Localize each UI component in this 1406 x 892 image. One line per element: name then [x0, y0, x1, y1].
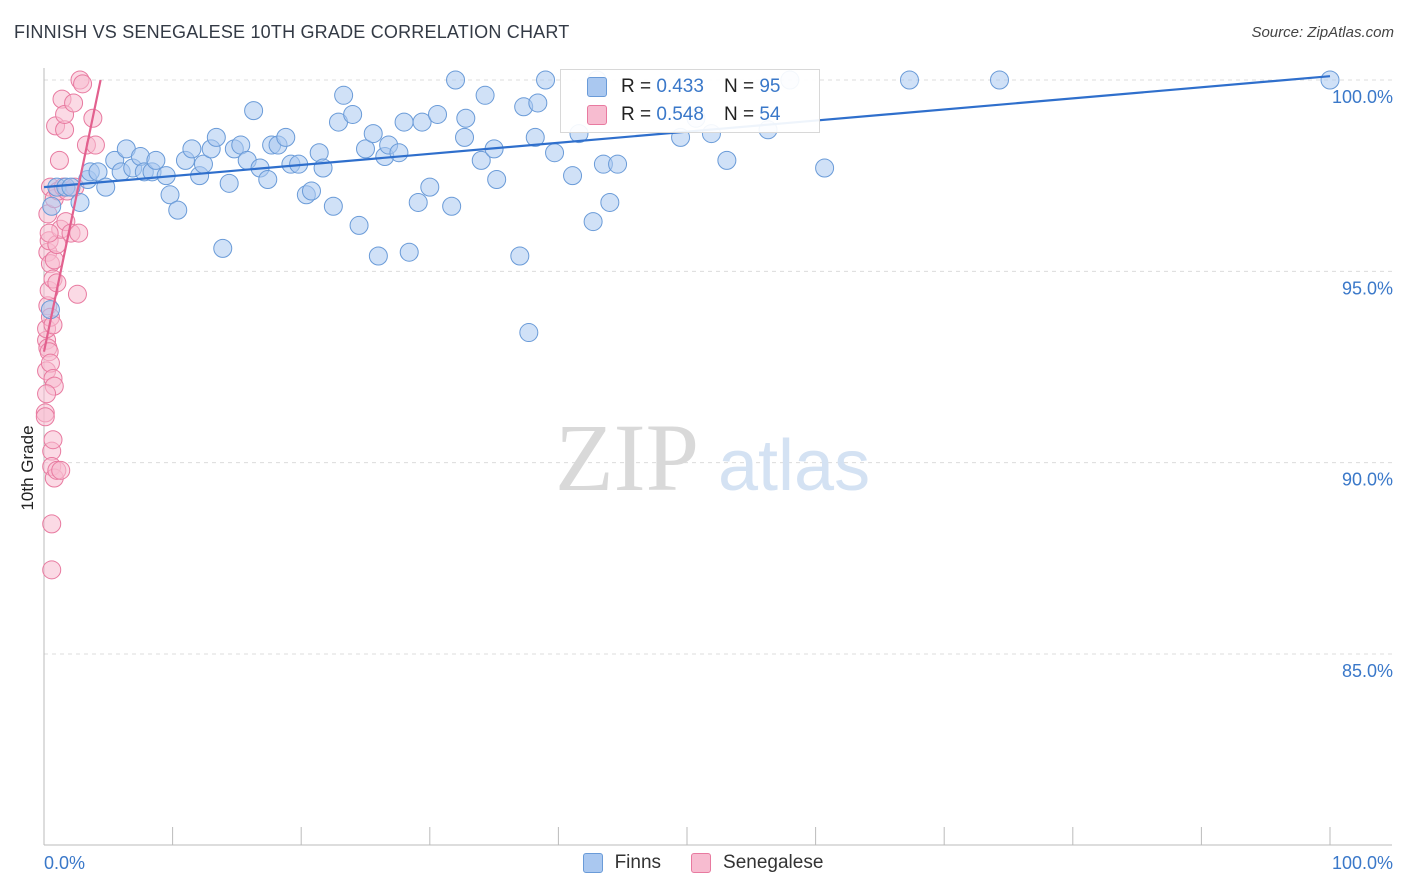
stats-legend-senegalese: R = 0.548 N = 54	[587, 102, 780, 128]
legend-label-senegalese: Senegalese	[723, 852, 824, 873]
senegalese-trend-line	[42, 79, 102, 352]
data-point	[563, 166, 583, 186]
data-point	[528, 93, 548, 113]
chart-title: FINNISH VS SENEGALESE 10TH GRADE CORRELA…	[14, 22, 570, 42]
r-label: R =	[621, 76, 652, 97]
legend-label-finns: Finns	[614, 852, 662, 873]
data-point	[349, 215, 369, 235]
data-point	[42, 560, 62, 580]
data-point	[213, 238, 233, 258]
data-point	[455, 127, 475, 147]
data-point	[88, 162, 108, 182]
y-tick-label: 90.0%	[1342, 470, 1393, 490]
data-point	[525, 127, 545, 147]
data-point	[301, 181, 321, 201]
data-point	[519, 323, 539, 343]
data-point	[51, 460, 71, 480]
data-point	[815, 158, 835, 178]
stats-legend-finns: R = 0.433 N = 95	[587, 74, 780, 100]
data-point	[146, 150, 166, 170]
data-point	[989, 70, 1009, 90]
data-point	[69, 223, 89, 243]
data-point	[73, 74, 93, 94]
data-point	[456, 108, 476, 128]
n-label: N =	[723, 104, 755, 125]
data-point	[182, 139, 202, 159]
data-point	[545, 143, 565, 163]
r-label: R =	[621, 104, 652, 125]
r-value: 0.548	[656, 104, 704, 125]
watermark-atlas: atlas	[718, 426, 870, 506]
data-point	[276, 127, 296, 147]
y-tick-label: 100.0%	[1332, 87, 1393, 107]
data-point	[35, 407, 55, 427]
data-point	[446, 70, 466, 90]
x-tick-label: 0.0%	[44, 853, 85, 873]
tick-labels: 100.0% 95.0% 90.0% 85.0% 0.0% 100.0%	[44, 87, 1393, 873]
data-point	[61, 177, 81, 197]
finns-legend-swatch	[582, 853, 603, 873]
data-point	[160, 185, 180, 205]
data-point	[412, 112, 432, 132]
data-point	[356, 139, 375, 159]
data-point	[49, 150, 69, 170]
data-point	[258, 169, 278, 189]
data-point	[899, 70, 919, 90]
data-point	[363, 124, 383, 144]
data-point	[475, 85, 495, 105]
data-point	[219, 173, 239, 193]
data-point	[37, 384, 57, 404]
data-point	[67, 284, 87, 304]
finns-points	[40, 70, 1340, 343]
n-label: N =	[723, 76, 755, 97]
y-axis-label: 10th Grade	[18, 425, 37, 511]
data-point	[323, 196, 343, 216]
senegalese-legend-swatch	[691, 853, 712, 873]
data-point	[64, 93, 84, 113]
data-point	[244, 101, 264, 121]
data-point	[487, 169, 507, 189]
senegalese-swatch	[587, 105, 607, 125]
stats-legend: R = 0.433 N = 95 R = 0.548 N = 54	[560, 69, 820, 133]
n-value: 95	[759, 76, 781, 97]
data-point	[343, 104, 363, 124]
watermark-zip: ZIP	[555, 404, 699, 511]
data-point	[510, 246, 530, 266]
data-point	[428, 104, 448, 124]
data-point	[39, 223, 59, 243]
x-tick-label: 100.0%	[1332, 853, 1393, 873]
r-value: 0.433	[656, 76, 704, 97]
data-point	[408, 192, 428, 212]
data-point	[43, 430, 63, 450]
data-point	[206, 127, 226, 147]
data-point	[42, 514, 62, 534]
data-point	[717, 150, 737, 170]
data-point	[600, 192, 620, 212]
data-point	[608, 154, 628, 174]
data-point	[471, 150, 491, 170]
data-point	[389, 143, 409, 163]
n-value: 54	[759, 104, 781, 125]
finns-swatch	[587, 77, 607, 97]
senegalese-points	[35, 70, 105, 580]
data-point	[168, 200, 188, 220]
legend-item-finns[interactable]: Finns	[582, 852, 662, 874]
data-point	[583, 212, 603, 232]
legend-item-senegalese[interactable]: Senegalese	[691, 852, 823, 874]
data-point	[334, 85, 354, 105]
data-point	[420, 177, 440, 197]
y-tick-label: 95.0%	[1342, 278, 1393, 298]
data-point	[399, 242, 419, 262]
chart-source: Source: ZipAtlas.com	[1251, 24, 1394, 41]
data-point	[442, 196, 462, 216]
data-point	[394, 112, 414, 132]
data-point	[536, 70, 556, 90]
data-point	[368, 246, 388, 266]
series-legend: Finns Senegalese	[0, 852, 1406, 874]
y-tick-label: 85.0%	[1342, 661, 1393, 681]
data-point	[42, 196, 62, 216]
